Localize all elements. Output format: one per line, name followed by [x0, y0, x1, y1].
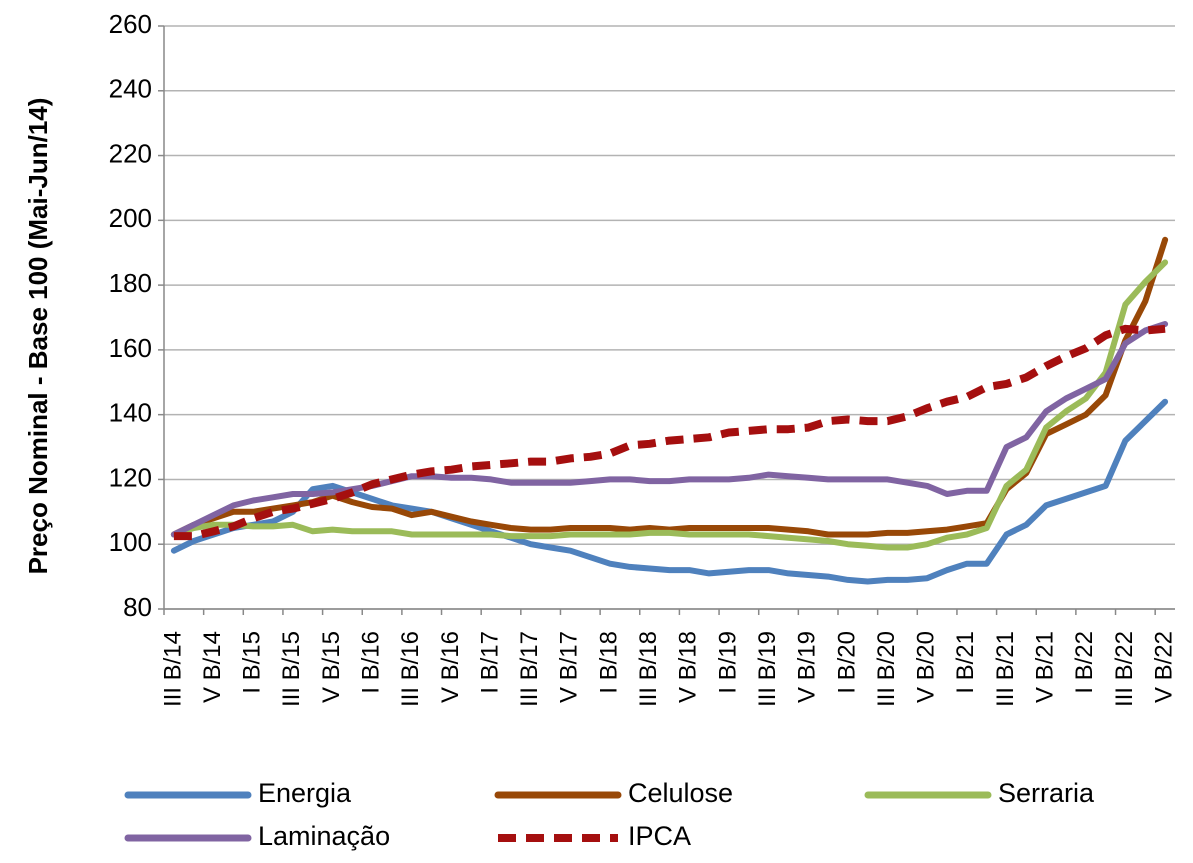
x-tick-label: III B/19 [754, 631, 781, 707]
y-tick-label: 200 [109, 203, 152, 233]
x-tick-label: V B/17 [556, 631, 583, 703]
series-line [170, 321, 1169, 538]
x-tick-label: I B/21 [952, 631, 979, 694]
y-tick-label: 100 [109, 527, 152, 557]
y-tick-label: 140 [109, 398, 152, 428]
x-tick-label: III B/17 [516, 631, 543, 707]
y-tick-label: 80 [123, 592, 152, 622]
x-tick-label: V B/14 [199, 631, 226, 703]
x-tick-label: III B/18 [635, 631, 662, 707]
legend-label: IPCA [628, 821, 691, 851]
x-tick-label: I B/17 [476, 631, 503, 694]
x-tick-label: I B/22 [1071, 631, 1098, 694]
x-tick-label: V B/20 [913, 631, 940, 703]
legend-label: Laminação [258, 821, 390, 851]
y-tick-label: 220 [109, 138, 152, 168]
x-tick-label: I B/19 [714, 631, 741, 694]
x-tick-label: I B/16 [357, 631, 384, 694]
x-tick-label: III B/22 [1111, 631, 1138, 707]
x-tick-label: V B/18 [675, 631, 702, 703]
x-tick-label: III B/16 [397, 631, 424, 707]
y-tick-label: 120 [109, 462, 152, 492]
x-tick-label: V B/19 [794, 631, 821, 703]
x-tick-label: III B/14 [159, 631, 186, 707]
x-tick-label: V B/16 [437, 631, 464, 703]
x-tick-label: V B/21 [1031, 631, 1058, 703]
x-tick-label: III B/15 [278, 631, 305, 707]
y-tick-label: 180 [109, 268, 152, 298]
x-tick-label: I B/20 [833, 631, 860, 694]
y-tick-label: 240 [109, 74, 152, 104]
x-tick-label: V B/22 [1150, 631, 1177, 703]
legend-label: Energia [258, 778, 352, 808]
x-tick-label: III B/21 [992, 631, 1019, 707]
y-tick-label: 260 [109, 9, 152, 39]
legend-label: Celulose [628, 778, 733, 808]
x-tick-label: I B/15 [239, 631, 266, 694]
y-axis-label: Preço Nominal - Base 100 (Mai-Jun/14) [23, 98, 53, 575]
series-line [173, 324, 1166, 541]
series-line [170, 259, 1169, 551]
series-line [170, 398, 1169, 585]
y-tick-label: 160 [109, 333, 152, 363]
x-tick-label: V B/15 [318, 631, 345, 703]
x-tick-label: I B/18 [595, 631, 622, 694]
legend-label: Serraria [998, 778, 1095, 808]
x-tick-label: III B/20 [873, 631, 900, 707]
